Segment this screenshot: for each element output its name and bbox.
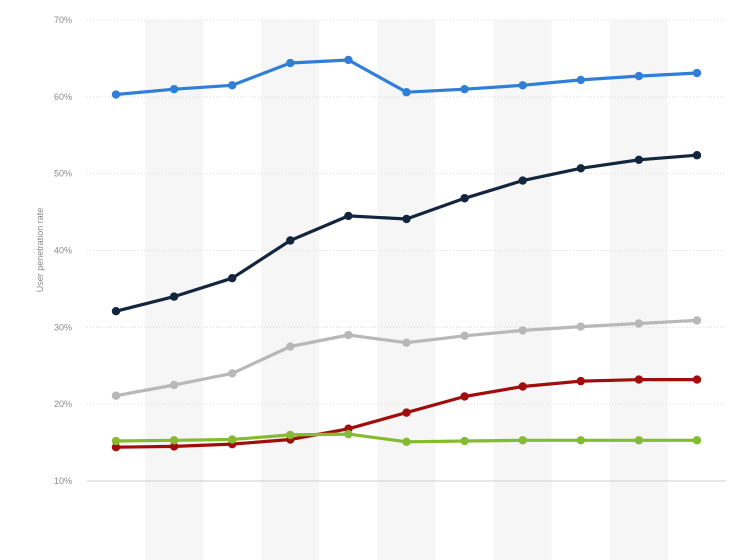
data-point[interactable] bbox=[344, 211, 353, 221]
data-point[interactable] bbox=[344, 330, 353, 340]
series-lines bbox=[111, 55, 702, 452]
column-band bbox=[609, 20, 668, 560]
data-point[interactable] bbox=[169, 380, 179, 390]
series-4 bbox=[111, 375, 702, 452]
data-point[interactable] bbox=[692, 375, 702, 384]
y-axis-title: User penetration rate bbox=[35, 208, 45, 293]
data-point[interactable] bbox=[518, 326, 527, 335]
data-point[interactable] bbox=[402, 408, 411, 417]
data-point[interactable] bbox=[634, 319, 644, 328]
data-point[interactable] bbox=[111, 391, 121, 400]
data-point[interactable] bbox=[460, 194, 469, 203]
column-band bbox=[377, 20, 436, 560]
y-tick-label: 20% bbox=[54, 399, 72, 409]
horizontal-gridlines bbox=[87, 19, 726, 482]
data-point[interactable] bbox=[460, 436, 469, 446]
data-point[interactable] bbox=[576, 164, 585, 173]
data-point[interactable] bbox=[576, 322, 585, 331]
data-point[interactable] bbox=[344, 429, 353, 439]
data-point[interactable] bbox=[344, 55, 353, 65]
data-point[interactable] bbox=[460, 392, 469, 401]
alternating-column-bands bbox=[145, 20, 668, 560]
data-point[interactable] bbox=[634, 375, 644, 384]
data-point[interactable] bbox=[692, 151, 702, 160]
y-axis-tick-labels: 10% 20% 30% 40% 50% 60% 70% bbox=[54, 15, 72, 486]
y-tick-label: 70% bbox=[54, 15, 72, 25]
data-point[interactable] bbox=[692, 68, 702, 78]
data-point[interactable] bbox=[169, 436, 179, 445]
data-point[interactable] bbox=[286, 236, 295, 245]
data-point[interactable] bbox=[228, 81, 237, 90]
data-point[interactable] bbox=[576, 436, 585, 445]
data-point[interactable] bbox=[111, 306, 121, 316]
data-point[interactable] bbox=[634, 155, 644, 165]
data-point[interactable] bbox=[518, 176, 527, 185]
data-point[interactable] bbox=[460, 84, 469, 94]
data-point[interactable] bbox=[169, 292, 179, 301]
y-tick-label: 10% bbox=[54, 476, 72, 486]
data-point[interactable] bbox=[402, 338, 411, 347]
data-point[interactable] bbox=[518, 81, 527, 90]
data-point[interactable] bbox=[111, 90, 121, 99]
data-point[interactable] bbox=[634, 71, 644, 81]
y-tick-label: 40% bbox=[54, 246, 72, 256]
data-point[interactable] bbox=[169, 84, 179, 94]
series-1 bbox=[111, 55, 702, 99]
series-2 bbox=[111, 151, 702, 316]
y-tick-label: 60% bbox=[54, 92, 72, 102]
data-point[interactable] bbox=[518, 382, 527, 391]
data-point[interactable] bbox=[286, 430, 295, 440]
data-point[interactable] bbox=[402, 214, 411, 224]
data-point[interactable] bbox=[228, 273, 237, 283]
y-tick-label: 30% bbox=[54, 322, 72, 332]
data-point[interactable] bbox=[402, 88, 411, 97]
data-point[interactable] bbox=[169, 442, 179, 451]
data-point[interactable] bbox=[576, 75, 585, 85]
data-point[interactable] bbox=[111, 442, 121, 452]
series-5 bbox=[111, 429, 702, 447]
data-point[interactable] bbox=[692, 316, 702, 325]
column-band bbox=[261, 20, 320, 560]
y-tick-label: 50% bbox=[54, 169, 72, 179]
data-point[interactable] bbox=[576, 376, 585, 386]
column-band bbox=[493, 20, 552, 560]
data-point[interactable] bbox=[460, 331, 469, 340]
data-point[interactable] bbox=[402, 437, 411, 447]
series-3 bbox=[111, 316, 702, 400]
data-point[interactable] bbox=[228, 435, 237, 444]
data-point[interactable] bbox=[286, 342, 295, 351]
data-point[interactable] bbox=[518, 436, 527, 445]
data-point[interactable] bbox=[286, 58, 295, 68]
data-point[interactable] bbox=[111, 436, 121, 446]
data-point[interactable] bbox=[228, 369, 237, 378]
data-point[interactable] bbox=[634, 436, 644, 445]
data-point[interactable] bbox=[692, 436, 702, 445]
